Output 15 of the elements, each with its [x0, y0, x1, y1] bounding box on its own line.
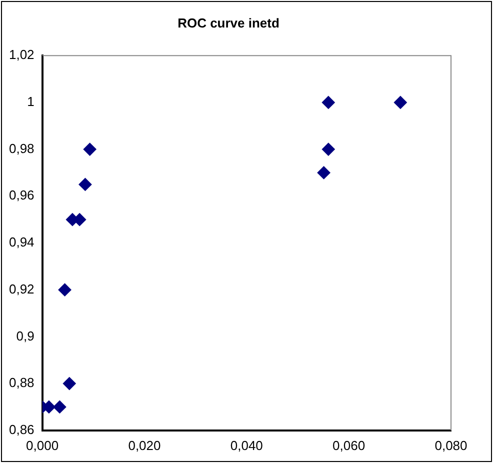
x-tick-label: 0,040	[230, 438, 263, 453]
y-tick-label: 1,02	[8, 47, 34, 62]
y-tick-label: 0,98	[8, 140, 34, 156]
chart-title: ROC curve inetd	[178, 15, 280, 30]
y-tick-label: 0,94	[8, 234, 34, 250]
x-tick-label: 0,020	[128, 438, 161, 453]
y-tick-label: 0,9	[16, 328, 34, 344]
y-tick-label: 1	[27, 94, 34, 110]
y-tick-label: 0,96	[8, 188, 34, 203]
y-tick-label: 0,88	[8, 375, 34, 390]
y-tick-label: 0,92	[8, 281, 34, 296]
x-tick-label: 0,080	[434, 438, 468, 453]
x-tick-label: 0,060	[332, 438, 366, 453]
x-tick-label: 0,000	[26, 438, 59, 453]
y-tick-label: 0,86	[8, 422, 34, 437]
